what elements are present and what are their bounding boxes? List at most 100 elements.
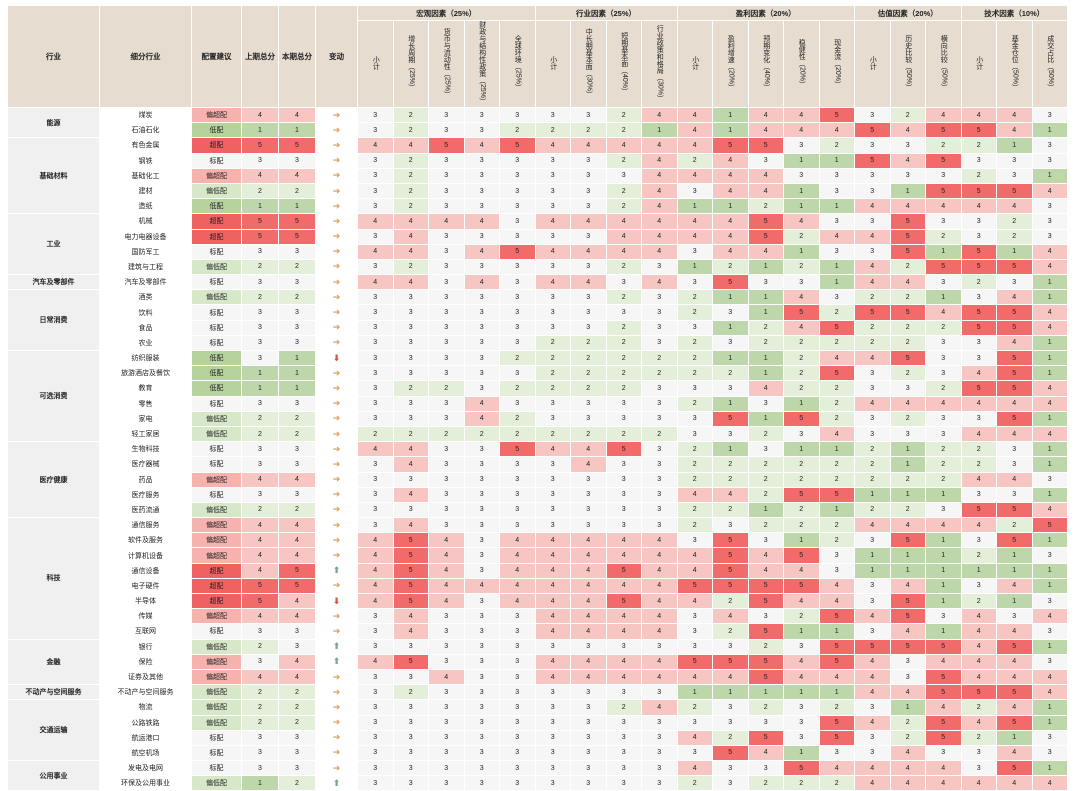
- sub-industry-name: 航空机场: [100, 745, 192, 762]
- factor-score-cell: 2: [855, 457, 891, 473]
- factor-score-cell: 3: [606, 639, 642, 655]
- recommendation-cell: 低配: [192, 199, 242, 215]
- sub-industry-name: 通信设备: [100, 563, 192, 579]
- factor-score-cell: 3: [997, 275, 1033, 291]
- factor-score-cell: 3: [535, 639, 571, 655]
- factor-score-cell: 3: [358, 411, 394, 427]
- factor-score-cell: 3: [464, 442, 500, 458]
- factor-score-cell: 5: [819, 609, 855, 625]
- factor-score-cell: 3: [961, 335, 997, 352]
- prev-score-cell: 4: [242, 548, 279, 564]
- factor-score-cell: 1: [1032, 411, 1068, 427]
- factor-score-cell: 3: [890, 654, 926, 670]
- table-row: 日常消费 酒类 偏低配 2 2 ➔ 3 3 3 3 3 3 3 2 3 2 1 1 4 3 2 2 1 3 4 1: [8, 290, 1068, 352]
- factor-score-cell: 3: [677, 533, 713, 549]
- factor-score-cell: 5: [784, 487, 820, 503]
- factor-score-cell: 5: [890, 594, 926, 610]
- factor-score-cell: 2: [677, 366, 713, 382]
- factor-score-cell: 5: [997, 639, 1033, 655]
- table-row: 电力电器设备 超配 5 5 ➔ 3 4 3 3 3 3 3 4 4 4 4 5 2 4 4 5 2 3 2 3: [8, 229, 1068, 245]
- factor-column-header-4-2: 成交占比（50%）: [1032, 21, 1068, 109]
- factor-score-cell: 3: [571, 229, 607, 245]
- factor-score-cell: 1: [997, 138, 1033, 154]
- factor-score-cell: 2: [890, 259, 926, 276]
- factor-score-cell: 4: [606, 214, 642, 230]
- factor-score-cell: 3: [429, 654, 465, 670]
- prev-score-cell: 2: [242, 685, 279, 701]
- factor-score-cell: 2: [606, 366, 642, 382]
- factor-score-cell: 4: [784, 320, 820, 336]
- factor-score-cell: 2: [606, 426, 642, 443]
- factor-score-cell: 3: [784, 426, 820, 443]
- sub-industry-name: 环保及公用事业: [100, 776, 192, 791]
- factor-score-cell: 3: [358, 259, 394, 276]
- table-row: 教育 低配 1 1 ➔ 3 2 2 3 2 2 2 2 3 3 3 4 2 2 3 3 2 5 5 4: [8, 381, 1068, 397]
- factor-score-cell: 1: [713, 123, 749, 139]
- factor-score-cell: 2: [713, 502, 749, 519]
- factor-score-cell: 3: [393, 776, 429, 791]
- prev-score-cell: 4: [242, 168, 279, 184]
- factor-score-cell: 2: [784, 381, 820, 397]
- factor-score-cell: 5: [997, 533, 1033, 549]
- factor-group-header-3: 估值因素（20%）: [855, 6, 962, 21]
- factor-score-cell: 4: [997, 290, 1033, 306]
- sub-industry-name: 汽车及零部件: [100, 275, 192, 291]
- factor-score-cell: 3: [1032, 624, 1068, 640]
- factor-score-cell: 3: [393, 700, 429, 716]
- factor-score-cell: 3: [500, 700, 536, 716]
- factor-score-cell: 3: [642, 381, 678, 397]
- factor-score-cell: 2: [784, 335, 820, 352]
- factor-score-cell: 5: [819, 366, 855, 382]
- factor-score-cell: 4: [855, 199, 891, 215]
- factor-score-cell: 4: [500, 563, 536, 579]
- factor-score-cell: 3: [571, 745, 607, 762]
- change-arrow-glyph: ➔: [332, 580, 341, 591]
- factor-score-cell: 1: [748, 411, 784, 427]
- factor-score-cell: 3: [429, 715, 465, 731]
- factor-score-cell: 3: [393, 730, 429, 746]
- factor-score-cell: 3: [677, 275, 713, 291]
- factor-score-cell: 2: [784, 351, 820, 367]
- curr-score-cell: 1: [279, 381, 316, 397]
- factor-score-cell: 4: [642, 563, 678, 579]
- factor-score-cell: 2: [606, 123, 642, 139]
- factor-score-cell: 5: [748, 669, 784, 686]
- industry-allocation-table: 行业 细分行业 配置建议 上期总分 本期总分 变动 宏观因素（25%） 行业因素（25%） 盈利…: [8, 6, 1068, 791]
- factor-score-cell: 4: [961, 396, 997, 412]
- factor-column-header-0-1: 增长周期（25%）: [393, 21, 429, 109]
- factor-score-cell: 4: [642, 244, 678, 260]
- factor-score-cell: 2: [819, 138, 855, 154]
- factor-score-cell: 3: [429, 487, 465, 503]
- factor-score-cell: 2: [890, 320, 926, 336]
- factor-score-cell: 5: [926, 183, 962, 200]
- curr-score-cell: 3: [279, 639, 316, 655]
- factor-score-cell: 3: [819, 290, 855, 306]
- factor-score-cell: 5: [748, 594, 784, 610]
- factor-score-cell: 3: [535, 776, 571, 791]
- factor-score-cell: 2: [393, 123, 429, 139]
- change-arrow-icon: ➔: [316, 244, 358, 260]
- factor-score-cell: 3: [606, 730, 642, 746]
- factor-score-cell: 3: [855, 533, 891, 549]
- factor-score-cell: 3: [748, 533, 784, 549]
- factor-score-cell: 3: [358, 457, 394, 473]
- table-row: 钢铁 标配 3 3 ➔ 3 2 3 3 3 3 3 2 4 2 4 3 1 1 5 4 5 3 3 3: [8, 153, 1068, 169]
- factor-score-cell: 5: [713, 533, 749, 549]
- factor-score-cell: 2: [535, 366, 571, 382]
- prev-score-cell: 4: [242, 533, 279, 549]
- factor-score-cell: 4: [926, 761, 962, 777]
- change-arrow-glyph: ➔: [332, 458, 341, 469]
- factor-score-cell: 2: [677, 351, 713, 367]
- factor-score-cell: 3: [358, 502, 394, 519]
- table-row: 基础材料 有色金属 超配 5 5 ➔ 4 4 5 4 5 4 4 4 4 4 5 5 3 2 3 3 2 2 1 3: [8, 138, 1068, 215]
- factor-score-cell: 4: [642, 108, 678, 124]
- factor-score-cell: 3: [429, 199, 465, 215]
- sub-industry-name: 建材: [100, 183, 192, 200]
- factor-score-cell: 4: [890, 153, 926, 169]
- prev-score-cell: 1: [242, 123, 279, 139]
- factor-score-cell: 5: [890, 229, 926, 245]
- change-arrow-glyph: ⬆: [332, 656, 341, 667]
- factor-score-cell: 3: [358, 518, 394, 534]
- curr-score-cell: 2: [279, 502, 316, 519]
- factor-score-cell: 4: [535, 533, 571, 549]
